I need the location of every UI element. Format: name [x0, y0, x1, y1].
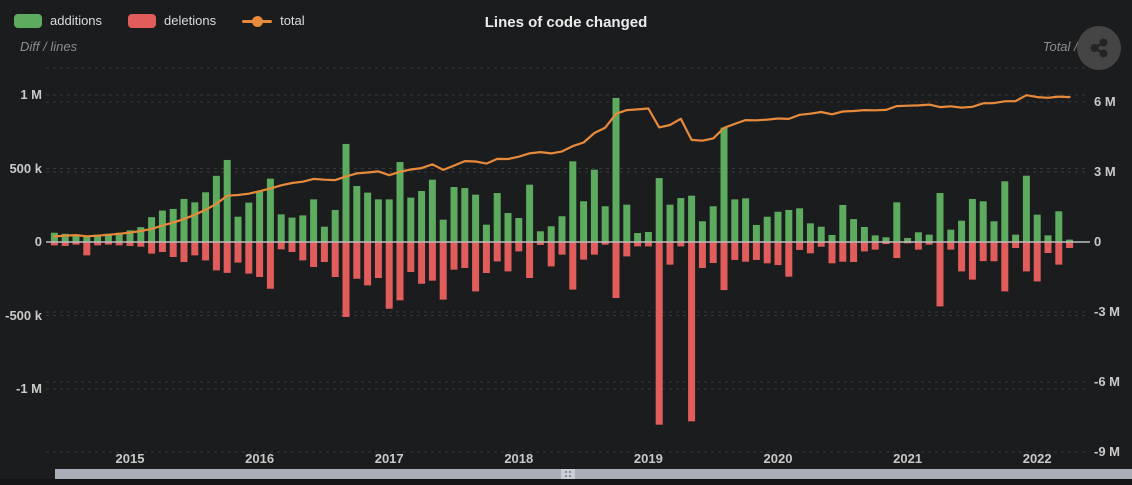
legend-item-additions[interactable]: additions — [14, 13, 102, 28]
left-axis-tick: -500 k — [5, 307, 42, 323]
x-scrollbar[interactable] — [55, 469, 1132, 479]
legend-label: total — [280, 13, 305, 28]
right-axis-tick: 6 M — [1094, 94, 1116, 109]
x-axis-year-tick: 2020 — [763, 451, 793, 466]
right-axis-tick: 0 — [1094, 234, 1102, 249]
share-icon — [1090, 38, 1108, 58]
legend-label: additions — [50, 13, 103, 28]
x-axis-year-tick: 2016 — [245, 451, 275, 466]
x-axis-year-tick: 2015 — [115, 451, 145, 466]
legend-item-total[interactable]: total — [242, 13, 305, 28]
right-axis-tick: -9 M — [1094, 444, 1120, 459]
left-axis-tick: 500 k — [9, 160, 42, 176]
left-axis-tick: 0 — [34, 234, 42, 249]
total-line-marker-icon — [242, 14, 273, 28]
share-button[interactable] — [1077, 26, 1121, 70]
left-axis-tick: 1 M — [20, 87, 42, 102]
legend: additions deletions total — [14, 13, 305, 28]
scrollbar-grip-icon[interactable] — [561, 469, 575, 479]
legend-item-deletions[interactable]: deletions — [128, 13, 216, 28]
x-axis-year-tick: 2021 — [893, 451, 923, 466]
x-axis-year-tick: 2017 — [374, 451, 404, 466]
left-axis-title: Diff / lines — [20, 39, 78, 54]
x-axis-year-tick: 2018 — [504, 451, 534, 466]
additions-swatch-icon — [14, 13, 42, 28]
bottom-strip — [0, 479, 1132, 485]
left-axis-tick: -1 M — [16, 381, 42, 396]
right-axis-tick: -6 M — [1094, 374, 1120, 389]
x-axis-year-tick: 2022 — [1022, 451, 1052, 466]
right-axis-tick: -3 M — [1094, 304, 1120, 319]
deletions-swatch-icon — [128, 13, 157, 28]
chart-title: Lines of code changed — [484, 14, 648, 31]
right-axis-tick: 3 M — [1094, 164, 1116, 179]
x-axis-year-tick: 2019 — [633, 451, 663, 466]
legend-label: deletions — [164, 13, 217, 28]
